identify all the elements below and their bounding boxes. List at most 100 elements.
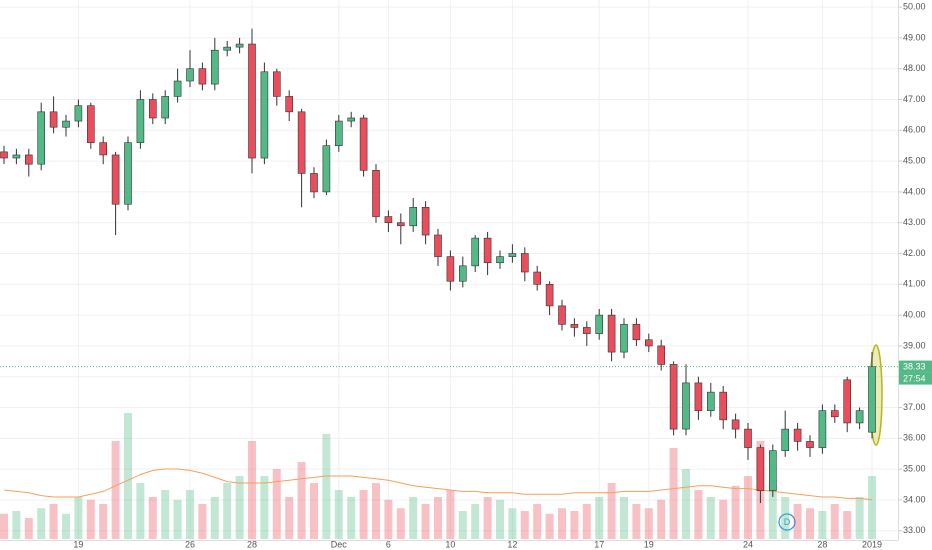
candle-body <box>545 284 554 307</box>
volume-bar <box>731 485 740 539</box>
candle-body <box>632 324 641 341</box>
volume-bar <box>49 504 58 539</box>
candle-body <box>768 450 777 492</box>
volume-bar <box>483 497 492 539</box>
volume-bar <box>471 504 480 539</box>
volume-bar <box>830 504 839 539</box>
candle-body <box>161 96 169 119</box>
candle-body <box>173 80 182 97</box>
candle-body <box>818 410 827 448</box>
candle-body <box>694 382 703 411</box>
volume-bar <box>843 511 852 539</box>
candle-body <box>508 253 517 257</box>
candle-body <box>285 96 294 113</box>
candle-body <box>198 68 207 85</box>
candle-body <box>533 271 542 285</box>
volume-bar <box>62 513 70 539</box>
countdown-badge <box>899 372 932 385</box>
volume-bar <box>818 511 827 539</box>
candle-body <box>409 207 418 227</box>
candle-body <box>582 327 591 334</box>
y-tick-label: 50.00 <box>903 1 926 11</box>
volume-bar <box>384 499 393 539</box>
candle-body <box>719 391 728 421</box>
volume-bar <box>719 499 728 539</box>
volume-bar <box>12 511 21 539</box>
volume-bar <box>148 497 157 539</box>
x-tick-label: 10 <box>445 539 455 549</box>
volume-bar <box>434 497 442 539</box>
volume-bar <box>24 518 33 539</box>
candle-body <box>830 410 839 418</box>
candle-body <box>74 105 83 122</box>
candle-body <box>124 142 132 205</box>
candle-body <box>496 256 504 264</box>
candle-body <box>347 117 356 122</box>
interval-text[interactable]: D <box>784 517 791 527</box>
candle-body <box>607 314 616 353</box>
candle-body <box>520 253 529 273</box>
y-tick-label: 39.00 <box>903 340 926 350</box>
volume-bar <box>396 508 405 539</box>
candle-body <box>421 207 430 236</box>
candle-body <box>446 256 455 282</box>
candle-body <box>644 339 653 347</box>
volume-bar <box>768 483 777 539</box>
volume-bar <box>248 441 256 539</box>
volume-bar <box>186 490 194 539</box>
candle-body <box>24 154 33 165</box>
y-tick-label: 42.00 <box>903 248 926 258</box>
candle-body <box>111 154 120 205</box>
volume-bar <box>744 476 752 539</box>
candle-body <box>260 71 269 159</box>
volume-ma-line <box>3 468 873 501</box>
x-tick-label: 28 <box>247 539 257 549</box>
y-tick-label: 40.00 <box>903 310 926 320</box>
volume-bar <box>446 490 455 539</box>
candle-body <box>0 151 8 159</box>
volume-bar <box>421 504 430 539</box>
interval-icon[interactable] <box>778 513 796 531</box>
candle-body <box>781 428 790 451</box>
candle-body <box>731 419 740 430</box>
candle-body <box>384 216 393 224</box>
volume-bar <box>334 490 343 539</box>
candle-body <box>595 314 604 334</box>
volume-bar <box>359 490 368 539</box>
candle-body <box>12 154 21 159</box>
candle-body <box>793 428 802 442</box>
volume-bar <box>582 504 591 539</box>
candle-body <box>211 49 219 85</box>
candle-body <box>87 105 95 143</box>
volume-bar <box>620 497 628 539</box>
y-tick-label: 49.00 <box>903 32 926 42</box>
volume-bar <box>706 497 715 539</box>
volume-bar <box>781 497 790 539</box>
volume-bar <box>558 508 566 539</box>
volume-bar <box>520 511 529 539</box>
volume-bar <box>235 476 244 539</box>
volume-bar <box>644 508 653 539</box>
candle-body <box>756 447 765 492</box>
x-tick-label: 24 <box>743 539 753 549</box>
candle-body <box>855 410 864 424</box>
y-tick-label: 48.00 <box>903 63 926 73</box>
candle-body <box>62 120 70 128</box>
volume-bar <box>260 476 269 539</box>
y-tick-label: 37.00 <box>903 402 926 412</box>
volume-bar <box>86 499 95 539</box>
candle-body <box>620 324 628 353</box>
candle-body <box>37 111 46 165</box>
candle-body <box>570 324 579 328</box>
candle-body <box>558 305 566 325</box>
volume-bar <box>372 483 380 539</box>
volume-bar <box>136 483 145 539</box>
volume-bar <box>161 490 170 539</box>
x-tick-label: 6 <box>386 539 391 549</box>
volume-bar <box>682 469 690 539</box>
last-price-label: 38.33 <box>903 361 926 371</box>
y-tick-label: 41.00 <box>903 279 926 289</box>
volume-bar <box>347 497 356 539</box>
volume-bar <box>223 483 232 539</box>
volume-bar <box>173 499 182 539</box>
